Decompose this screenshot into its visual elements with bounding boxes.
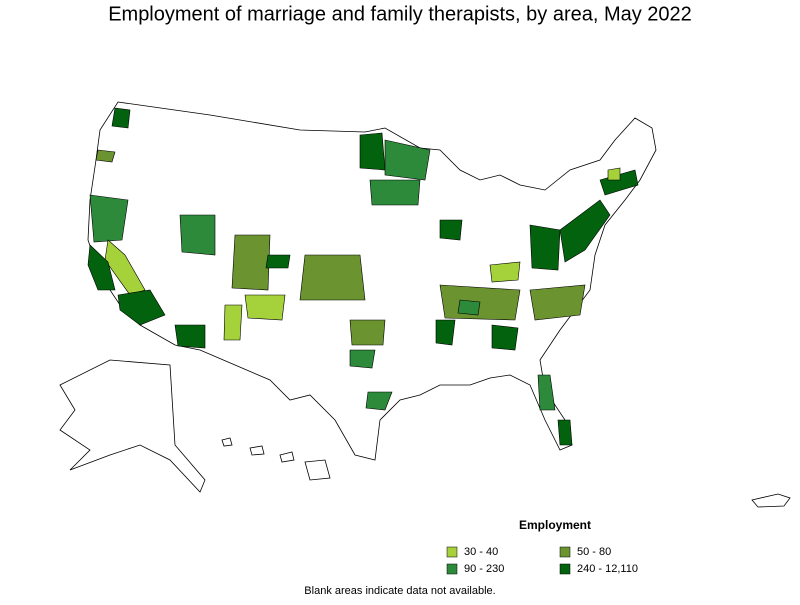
- area: [489, 261, 521, 283]
- area: [174, 324, 206, 349]
- area: [265, 254, 291, 269]
- legend: 30 - 40 50 - 80 90 - 230 240 - 12,110: [446, 546, 638, 575]
- area: [87, 244, 116, 291]
- area: [384, 139, 431, 181]
- legend-label: 240 - 12,110: [577, 563, 638, 575]
- area: [439, 219, 463, 241]
- area: [491, 324, 519, 351]
- legend-label: 90 - 230: [464, 563, 504, 575]
- area: [529, 224, 561, 271]
- alaska: [59, 359, 206, 493]
- area: [349, 319, 386, 346]
- puerto-rico: [751, 493, 791, 508]
- area: [537, 374, 556, 411]
- area: [369, 179, 421, 206]
- map-title: Employment of marriage and family therap…: [108, 3, 692, 25]
- legend-label: 50 - 80: [577, 546, 611, 558]
- area: [359, 132, 386, 171]
- areas: [87, 107, 639, 446]
- area: [111, 107, 131, 129]
- us-map: [59, 101, 791, 508]
- legend-swatch: [446, 546, 458, 558]
- area: [559, 199, 611, 263]
- note: Blank areas indicate data not available.: [304, 585, 495, 597]
- area: [179, 214, 216, 256]
- area: [457, 299, 481, 316]
- area: [365, 391, 393, 411]
- area: [349, 349, 376, 369]
- area: [599, 169, 639, 196]
- legend-swatch: [559, 546, 571, 558]
- area: [231, 234, 271, 291]
- legend-swatch: [446, 563, 458, 575]
- area: [117, 289, 166, 326]
- legend-swatch: [559, 563, 571, 575]
- area: [435, 319, 456, 346]
- legend-title: Employment: [519, 518, 591, 532]
- area: [607, 167, 621, 181]
- area: [529, 284, 586, 321]
- legend-label: 30 - 40: [464, 546, 498, 558]
- area: [223, 304, 243, 341]
- hawaii: [221, 437, 331, 481]
- area: [89, 194, 129, 243]
- area: [244, 294, 286, 321]
- area: [95, 149, 116, 163]
- area: [299, 254, 366, 301]
- area: [557, 419, 573, 446]
